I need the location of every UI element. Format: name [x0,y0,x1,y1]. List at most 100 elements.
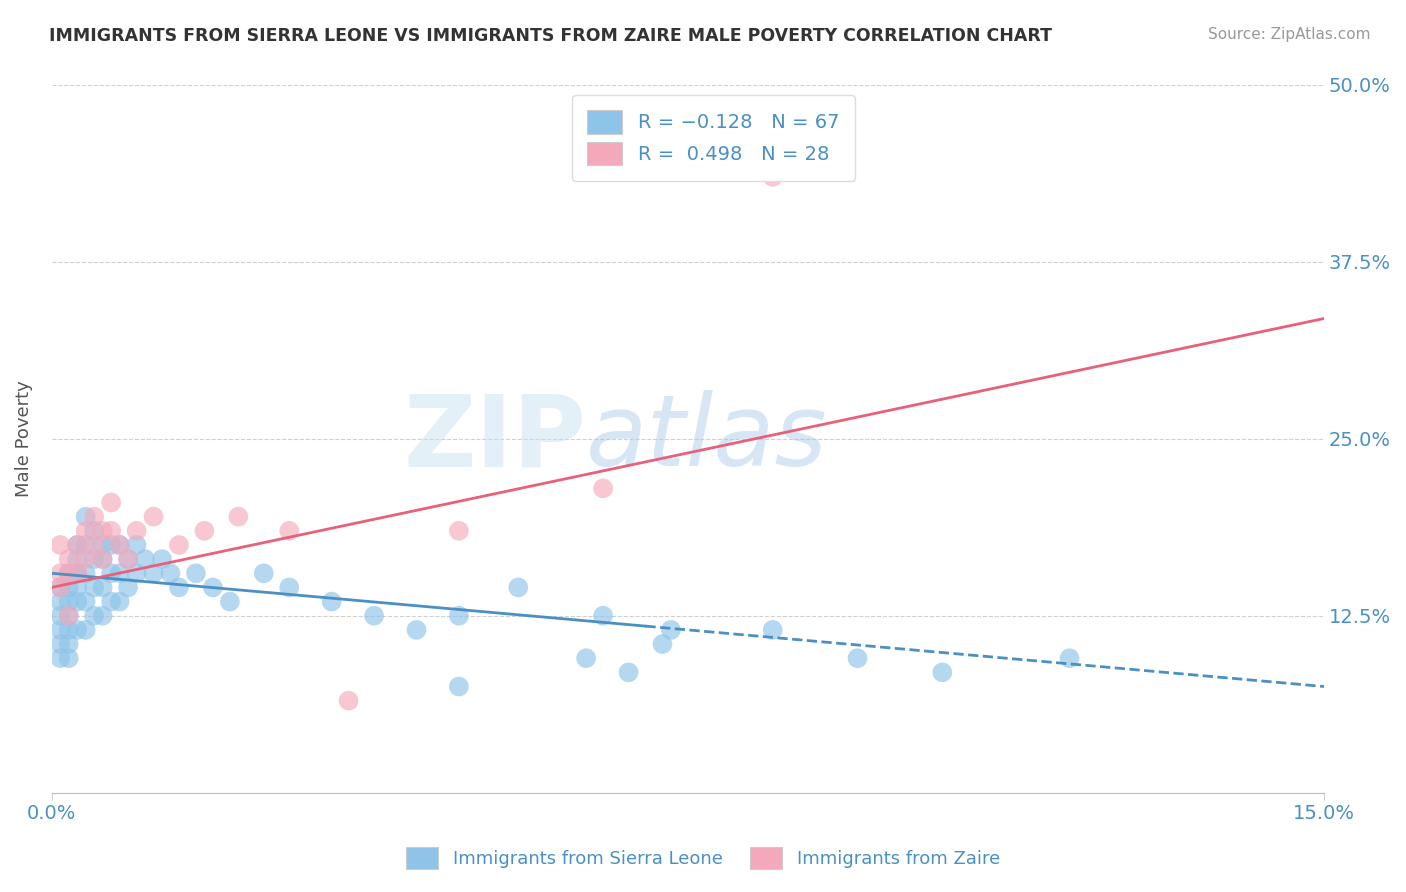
Point [49,566,72,581]
Point [75,509,97,524]
Point [83,524,105,538]
Point [58,566,80,581]
Point [49,651,72,665]
Point [100,538,122,552]
Text: IMMIGRANTS FROM SIERRA LEONE VS IMMIGRANTS FROM ZAIRE MALE POVERTY CORRELATION C: IMMIGRANTS FROM SIERRA LEONE VS IMMIGRAN… [49,27,1052,45]
Point [278,581,301,595]
Point [66,623,89,637]
Point [193,524,215,538]
Point [58,566,80,581]
Point [253,566,276,581]
Point [49,623,72,637]
Point [100,524,122,538]
Point [931,665,953,680]
Point [100,495,122,509]
Point [58,608,80,623]
Point [83,581,105,595]
Point [49,581,72,595]
Point [91,538,114,552]
Point [1059,651,1081,665]
Point [91,552,114,566]
Point [66,594,89,608]
Point [58,651,80,665]
Point [75,594,97,608]
Point [218,594,240,608]
Point [762,623,785,637]
Point [91,524,114,538]
Point [617,665,640,680]
Text: ZIP: ZIP [404,391,586,487]
Point [405,623,427,637]
Point [108,538,131,552]
Point [278,524,301,538]
Point [447,608,470,623]
Point [49,538,72,552]
Point [117,552,139,566]
Point [66,552,89,566]
Point [83,552,105,566]
Point [108,538,131,552]
Point [592,608,614,623]
Point [58,623,80,637]
Point [58,608,80,623]
Point [58,594,80,608]
Point [91,581,114,595]
Point [117,552,139,566]
Point [167,538,190,552]
Point [75,524,97,538]
Point [201,581,224,595]
Point [762,169,785,184]
Point [49,594,72,608]
Point [66,538,89,552]
Text: Source: ZipAtlas.com: Source: ZipAtlas.com [1208,27,1371,42]
Text: atlas: atlas [586,391,828,487]
Point [142,566,165,581]
Point [167,581,190,595]
Point [150,552,173,566]
Point [508,581,530,595]
Point [100,566,122,581]
Point [117,581,139,595]
Point [75,566,97,581]
Point [184,566,207,581]
Point [108,566,131,581]
Point [58,552,80,566]
Point [447,524,470,538]
Point [125,538,148,552]
Point [321,594,343,608]
Point [58,637,80,651]
Point [49,581,72,595]
Point [659,623,682,637]
Point [447,680,470,694]
Point [125,524,148,538]
Point [337,694,360,708]
Point [75,623,97,637]
Point [651,637,673,651]
Point [125,566,148,581]
Y-axis label: Male Poverty: Male Poverty [15,380,32,497]
Legend: Immigrants from Sierra Leone, Immigrants from Zaire: Immigrants from Sierra Leone, Immigrants… [399,839,1007,876]
Point [592,481,614,495]
Point [159,566,181,581]
Point [108,594,131,608]
Point [83,538,105,552]
Point [49,608,72,623]
Point [363,608,385,623]
Point [66,538,89,552]
Point [75,538,97,552]
Legend: R = −0.128   N = 67, R =  0.498   N = 28: R = −0.128 N = 67, R = 0.498 N = 28 [572,95,855,181]
Point [49,637,72,651]
Point [134,552,156,566]
Point [846,651,869,665]
Point [66,566,89,581]
Point [91,552,114,566]
Point [75,552,97,566]
Point [575,651,598,665]
Point [66,581,89,595]
Point [83,509,105,524]
Point [228,509,250,524]
Point [100,594,122,608]
Point [142,509,165,524]
Point [91,608,114,623]
Point [83,608,105,623]
